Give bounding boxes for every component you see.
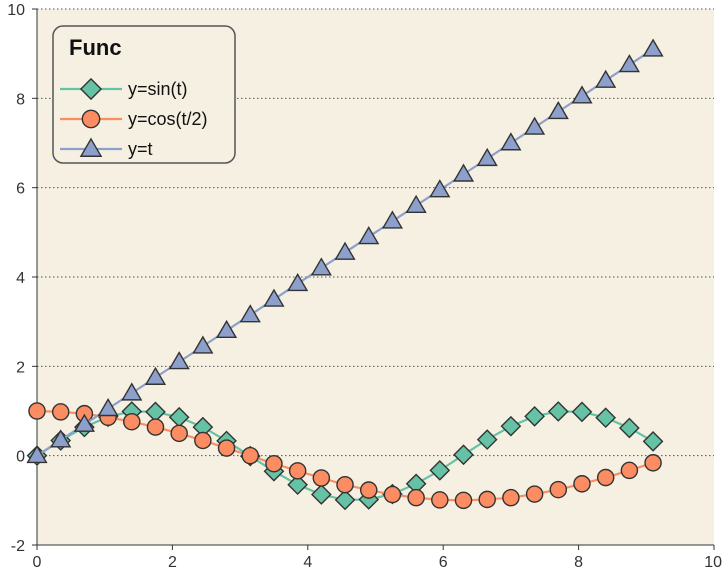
- diamond-marker: [642, 431, 664, 452]
- triangle-marker: [239, 304, 261, 323]
- y-tick-label: 2: [16, 359, 25, 376]
- x-tick-label: 0: [33, 554, 42, 571]
- y-tick-label: 10: [7, 2, 25, 19]
- triangle-marker: [642, 38, 664, 57]
- legend-items: y=sin(t) y=cos(t/2) y=t: [60, 77, 208, 159]
- triangle-marker: [73, 413, 95, 432]
- triangle-marker: [50, 429, 72, 448]
- diamond-marker: [79, 77, 103, 101]
- y-tick-label: -2: [11, 538, 25, 555]
- y-tick-label: 4: [16, 270, 25, 287]
- triangle-marker: [429, 179, 451, 198]
- legend-box: [52, 25, 236, 164]
- diamond-marker: [358, 489, 380, 510]
- legend-item-2: y=cos(t/2): [60, 109, 208, 129]
- circle-marker: [51, 403, 70, 421]
- diamond-marker: [429, 460, 451, 481]
- diamond-marker: [453, 444, 474, 466]
- triangle-marker: [97, 398, 119, 417]
- diamond-marker: [619, 417, 640, 439]
- series-layer: [26, 38, 664, 511]
- triangle-marker: [168, 351, 190, 370]
- axes: 0 2 4 6 8 10 -2 0 2 4 6 8 10: [7, 2, 722, 571]
- series-2: [28, 402, 662, 510]
- circle-marker: [288, 462, 307, 480]
- circle-marker: [359, 481, 378, 499]
- circle-marker: [644, 454, 662, 472]
- triangle-marker: [571, 85, 593, 104]
- triangle-marker: [263, 288, 285, 307]
- legend-label: y=sin(t): [128, 79, 188, 99]
- circle-marker: [502, 488, 520, 507]
- triangle-marker: [215, 319, 238, 339]
- triangle-marker: [192, 335, 214, 354]
- x-tick-label: 8: [574, 554, 583, 571]
- circle-marker: [336, 475, 354, 494]
- circle-marker: [525, 485, 544, 503]
- diamond-marker: [524, 406, 545, 427]
- circle-marker: [217, 439, 236, 457]
- y-tick-label: 6: [16, 181, 25, 198]
- circle-marker: [383, 485, 402, 504]
- y-tick-label: 0: [16, 449, 25, 466]
- circle-marker: [431, 491, 449, 509]
- circle-marker: [81, 109, 101, 129]
- triangle-marker: [500, 132, 522, 151]
- circle-marker: [407, 488, 425, 507]
- circle-marker: [265, 454, 283, 473]
- circle-marker: [146, 418, 165, 436]
- legend-title: Func: [69, 35, 122, 60]
- triangle-marker: [287, 272, 309, 292]
- diamond-marker: [571, 401, 593, 423]
- legend: Func y=sin(t) y=cos(t/2) y=t: [52, 25, 236, 164]
- circle-marker: [194, 431, 212, 450]
- triangle-marker: [144, 366, 167, 385]
- diamond-marker: [334, 489, 356, 511]
- legend-item-3: y=t: [60, 137, 153, 159]
- circle-marker: [478, 490, 496, 509]
- triangle-marker: [358, 226, 380, 245]
- diamond-marker: [476, 429, 498, 450]
- circle-marker: [596, 468, 615, 487]
- triangle-marker: [595, 69, 617, 88]
- x-tick-label: 10: [704, 554, 722, 571]
- triangle-marker: [310, 257, 332, 276]
- circle-marker: [312, 469, 331, 487]
- triangle-marker: [121, 382, 143, 401]
- legend-label: y=t: [128, 139, 153, 159]
- triangle-marker: [334, 241, 356, 260]
- triangle-marker: [79, 137, 103, 157]
- circle-marker: [573, 475, 591, 493]
- circle-marker: [28, 402, 46, 420]
- circle-marker: [123, 412, 141, 431]
- triangle-marker: [381, 210, 404, 229]
- diamond-marker: [287, 474, 308, 496]
- diamond-marker: [547, 401, 569, 422]
- x-tick-label: 6: [439, 554, 448, 571]
- triangle-marker: [618, 54, 640, 73]
- diamond-marker: [500, 415, 522, 437]
- triangle-marker: [547, 100, 569, 120]
- legend-label: y=cos(t/2): [128, 109, 208, 129]
- triangle-marker: [452, 163, 475, 182]
- x-tick-label: 4: [303, 554, 312, 571]
- diamond-marker: [595, 407, 617, 429]
- triangle-marker: [405, 194, 427, 213]
- circle-marker: [241, 446, 260, 465]
- triangle-marker: [26, 444, 48, 464]
- triangle-marker: [476, 147, 498, 167]
- diamond-marker: [310, 484, 332, 505]
- y-tick-label: 8: [16, 91, 25, 108]
- circle-marker: [549, 480, 568, 499]
- series-3: [26, 38, 664, 464]
- circle-marker: [454, 491, 473, 510]
- circle-marker: [620, 461, 639, 480]
- triangle-marker: [524, 116, 546, 135]
- x-tick-label: 2: [168, 554, 177, 571]
- legend-item-1: y=sin(t): [60, 77, 188, 101]
- circle-marker: [170, 424, 188, 443]
